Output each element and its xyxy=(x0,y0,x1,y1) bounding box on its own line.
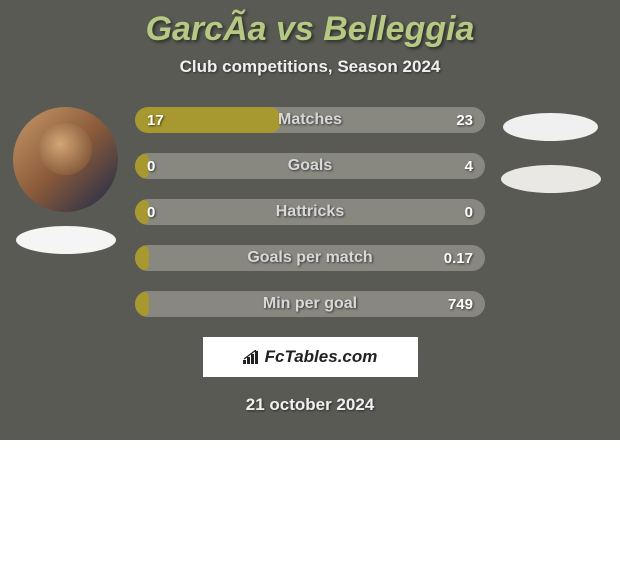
stat-right-value: 23 xyxy=(456,107,473,133)
stat-label: Min per goal xyxy=(135,291,485,317)
player-left-team-badge xyxy=(16,226,116,254)
player-right-badge-2 xyxy=(501,165,601,193)
page-title: GarcÃ­a vs Belleggia xyxy=(0,10,620,49)
comparison-card: GarcÃ­a vs Belleggia Club competitions, … xyxy=(0,0,620,440)
stat-right-value: 4 xyxy=(465,153,473,179)
page-subtitle: Club competitions, Season 2024 xyxy=(0,57,620,77)
stat-bar-row: 0Hattricks0 xyxy=(135,199,485,225)
player-right-column xyxy=(493,107,608,193)
stat-right-value: 0 xyxy=(465,199,473,225)
player-left-avatar xyxy=(13,107,118,212)
stat-label: Goals per match xyxy=(135,245,485,271)
logo-box[interactable]: FcTables.com xyxy=(203,337,418,377)
stat-bar-row: Goals per match0.17 xyxy=(135,245,485,271)
stat-label: Matches xyxy=(135,107,485,133)
stat-label: Hattricks xyxy=(135,199,485,225)
stat-bar-row: 0Goals4 xyxy=(135,153,485,179)
date-text: 21 october 2024 xyxy=(0,395,620,415)
avatar-face xyxy=(39,123,92,176)
stat-right-value: 749 xyxy=(448,291,473,317)
stat-right-value: 0.17 xyxy=(444,245,473,271)
player-left-column xyxy=(8,107,123,254)
stat-bar-row: 17Matches23 xyxy=(135,107,485,133)
stat-bar-row: Min per goal749 xyxy=(135,291,485,317)
stat-label: Goals xyxy=(135,153,485,179)
stat-bars: 17Matches230Goals40Hattricks0Goals per m… xyxy=(135,107,485,317)
content-area: 17Matches230Goals40Hattricks0Goals per m… xyxy=(0,107,620,317)
player-right-badge-1 xyxy=(503,113,598,141)
chart-icon xyxy=(243,350,261,364)
logo-text: FcTables.com xyxy=(265,347,378,367)
